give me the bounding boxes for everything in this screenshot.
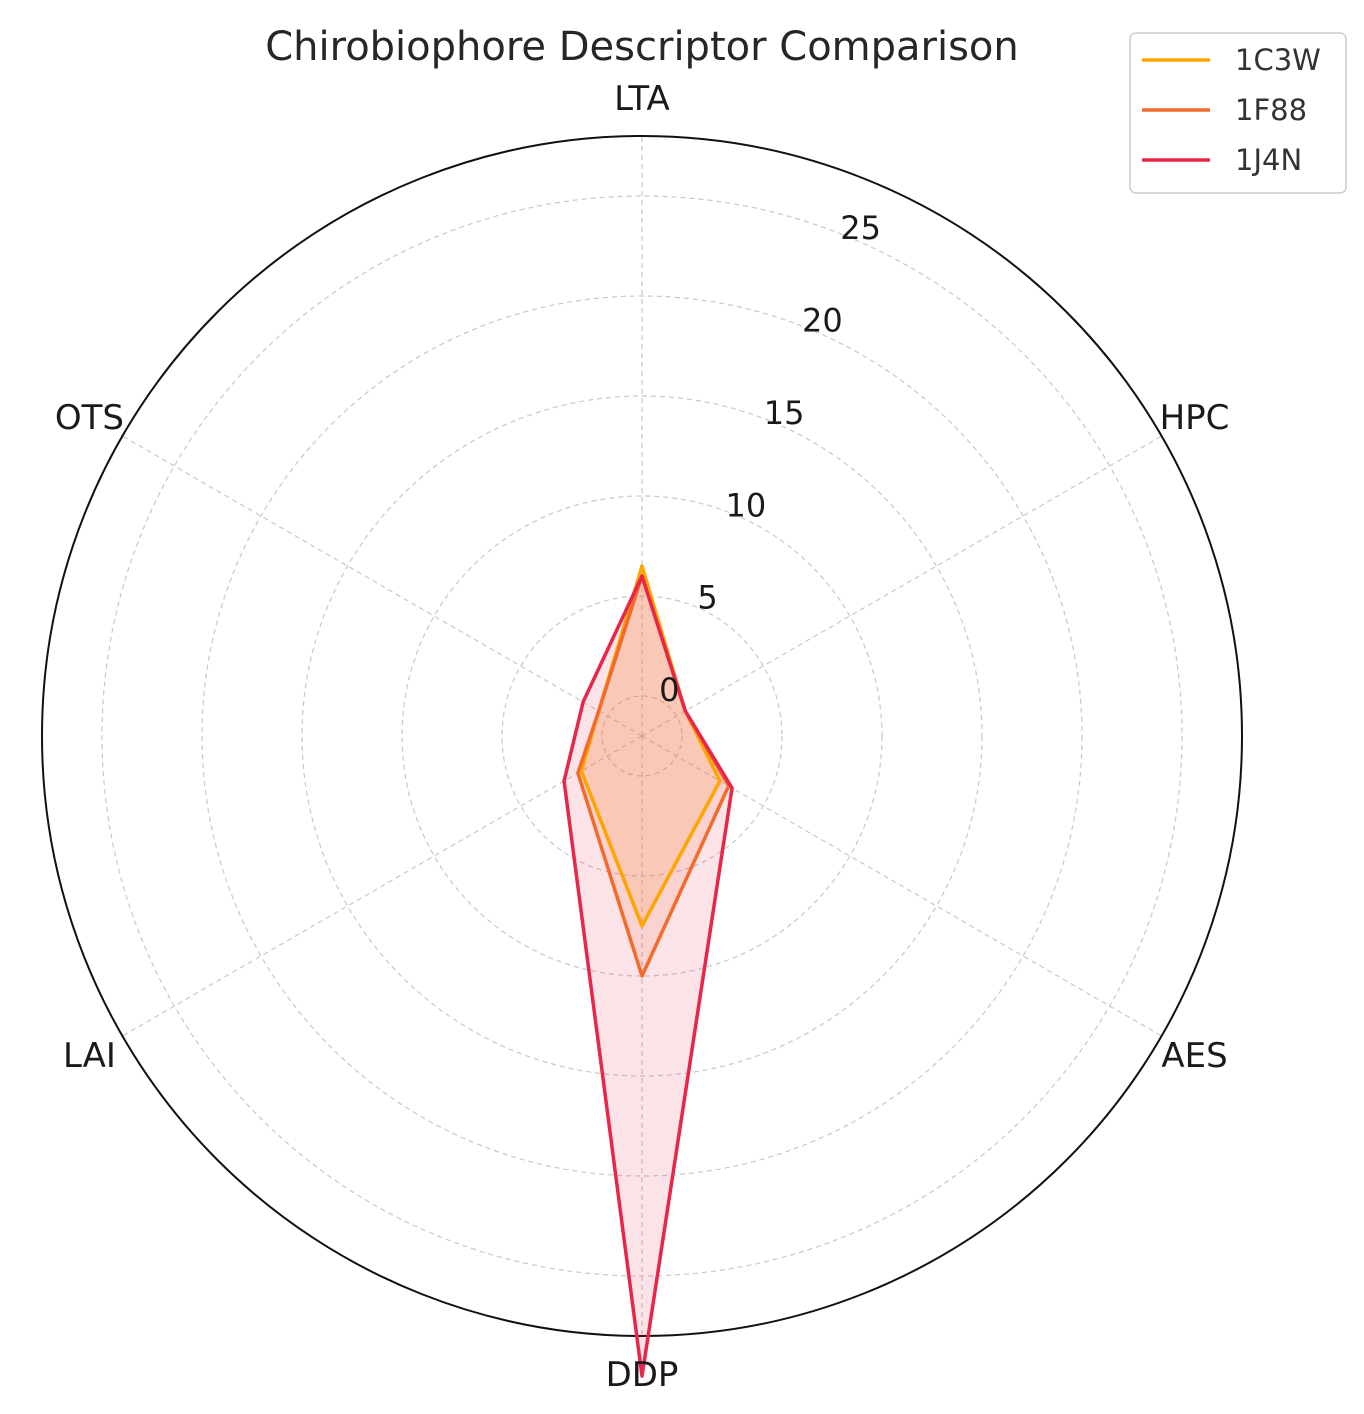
axis-label-ddp: DDP <box>606 1355 679 1395</box>
series-line-1j4n <box>562 574 734 1378</box>
legend-label-1c3w: 1C3W <box>1235 43 1321 77</box>
outer-frame <box>41 135 1243 1337</box>
r-tick-label-3: 15 <box>764 394 805 432</box>
r-tick-label-1: 5 <box>697 579 717 617</box>
series-layer <box>562 564 734 1378</box>
axis-label-lai: LAI <box>63 1036 116 1076</box>
grid-layer <box>41 135 1243 1337</box>
grid-ring-0 <box>601 695 683 777</box>
axis-label-hpc: HPC <box>1160 398 1230 438</box>
grid-ring-3 <box>301 395 983 1077</box>
grid-spoke-ots <box>122 435 643 737</box>
axis-label-lta: LTA <box>614 79 670 119</box>
r-tick-label-5: 25 <box>840 209 881 247</box>
grid-spoke-lai <box>122 735 643 1037</box>
chart-title: Chirobiophore Descriptor Comparison <box>265 24 1019 70</box>
grid-ring-4 <box>201 295 1083 1177</box>
legend-label-1f88: 1F88 <box>1235 93 1307 127</box>
r-tick-label-4: 20 <box>802 301 843 339</box>
legend: 1C3W 1F88 1J4N <box>1129 32 1347 194</box>
label-layer: LTA HPC AES DDP LAI OTS 0 5 10 15 20 25 <box>55 79 1230 1395</box>
r-tick-label-0: 0 <box>659 671 679 709</box>
grid-ring-2 <box>401 495 883 977</box>
series-fill-1j4n <box>564 576 733 1376</box>
r-tick-label-2: 10 <box>725 486 766 524</box>
grid-spoke-hpc <box>641 435 1162 737</box>
axis-label-aes: AES <box>1161 1036 1227 1076</box>
series-fill-1f88 <box>577 576 729 976</box>
legend-label-1j4n: 1J4N <box>1235 143 1302 177</box>
axis-label-ots: OTS <box>55 398 124 438</box>
legend-box <box>1129 32 1347 194</box>
